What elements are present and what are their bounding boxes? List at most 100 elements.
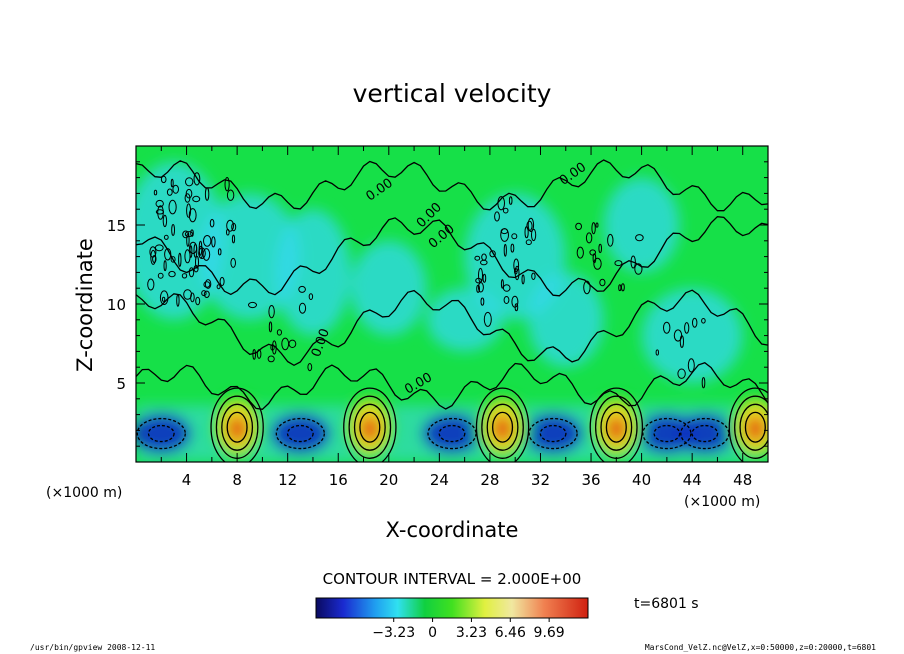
colorbar-tick-label: 6.46 bbox=[495, 625, 526, 641]
speckle-contour bbox=[663, 321, 671, 334]
updraft-contour bbox=[210, 387, 264, 462]
speckle-contour bbox=[217, 248, 222, 256]
speckle-contour bbox=[591, 222, 596, 235]
speckle-contour bbox=[513, 258, 520, 273]
speckle-contour bbox=[480, 259, 488, 266]
speckle-contour bbox=[204, 279, 212, 289]
speckle-contour bbox=[201, 290, 207, 297]
speckle-contour bbox=[585, 232, 593, 244]
x-unit-right: (×1000 m) bbox=[684, 494, 760, 510]
zero-contour bbox=[136, 289, 768, 367]
speckle-contour bbox=[593, 257, 602, 270]
x-tick-label: 44 bbox=[683, 471, 702, 489]
updraft-contour bbox=[343, 387, 397, 462]
speckle-contour bbox=[159, 290, 169, 306]
updraft-core bbox=[493, 415, 512, 442]
speckle-contour bbox=[252, 349, 256, 360]
speckle-contour bbox=[188, 208, 197, 223]
speckle-contour bbox=[230, 257, 236, 268]
speckle-contour bbox=[270, 344, 275, 351]
speckle-contour bbox=[186, 233, 190, 247]
speckle-contour bbox=[592, 253, 597, 264]
speckle-contour bbox=[701, 377, 706, 389]
updraft-contour bbox=[739, 403, 768, 451]
speckle-contour bbox=[267, 355, 275, 363]
speckle-contour bbox=[268, 321, 273, 333]
speckle-contour bbox=[494, 211, 500, 222]
speckle-contour bbox=[531, 228, 537, 242]
x-tick-label: 48 bbox=[733, 471, 752, 489]
updraft-contour bbox=[734, 395, 768, 459]
speckle-contour bbox=[231, 222, 237, 232]
x-tick-label: 28 bbox=[480, 471, 499, 489]
contour-interval: CONTOUR INTERVAL = 2.000E+00 bbox=[323, 570, 582, 588]
speckle-contour bbox=[298, 302, 307, 314]
speckle-contour bbox=[576, 246, 584, 259]
cool-region bbox=[351, 240, 427, 336]
downdraft-contour bbox=[642, 417, 692, 450]
speckle-contour bbox=[154, 244, 164, 252]
downdraft-contour bbox=[427, 417, 477, 450]
speckle-contour bbox=[182, 230, 190, 239]
speckle-contour bbox=[634, 263, 643, 275]
speckle-contour bbox=[157, 205, 164, 220]
downdraft-contour bbox=[438, 424, 466, 443]
speckle-contour bbox=[508, 196, 513, 205]
downdraft-contour bbox=[286, 424, 314, 443]
speckle-contour bbox=[503, 296, 510, 304]
speckle-contour bbox=[268, 305, 275, 319]
cool-region bbox=[136, 161, 225, 320]
updraft-contour bbox=[600, 403, 633, 451]
speckle-contour bbox=[474, 255, 481, 261]
downdraft-cell bbox=[270, 413, 331, 454]
zero-contour bbox=[136, 361, 768, 410]
cool-region bbox=[641, 288, 743, 383]
speckle-contour bbox=[163, 260, 167, 272]
colorbar bbox=[315, 597, 589, 619]
updraft-contour bbox=[486, 403, 519, 451]
speckle-contour bbox=[276, 329, 282, 336]
speckle-contour bbox=[157, 272, 164, 279]
updraft-contour bbox=[481, 395, 524, 459]
x-tick-label: 32 bbox=[531, 471, 550, 489]
speckle-contour bbox=[164, 248, 172, 261]
speckle-contour bbox=[307, 363, 313, 372]
speckle-contour bbox=[226, 219, 235, 232]
speckle-contour bbox=[589, 249, 597, 256]
y-tick-label: 5 bbox=[116, 375, 126, 393]
speckle-contour bbox=[193, 243, 198, 258]
speckle-contour bbox=[482, 273, 487, 283]
chart-title: vertical velocity bbox=[353, 79, 552, 108]
speckle-contour bbox=[527, 217, 535, 232]
speckle-contour bbox=[168, 199, 177, 215]
footer-right: MarsCond_VelZ.nc@VelZ,x=0:50000,z=0:2000… bbox=[645, 643, 876, 652]
speckle-contour bbox=[224, 177, 230, 192]
updraft-core bbox=[360, 415, 379, 442]
speckle-contour bbox=[480, 297, 485, 306]
speckle-contour bbox=[521, 274, 525, 285]
speckle-contour bbox=[195, 296, 201, 306]
x-tick-label: 24 bbox=[430, 471, 449, 489]
speckle-contour bbox=[256, 349, 262, 359]
speckle-contour bbox=[192, 195, 201, 203]
speckle-contour bbox=[160, 175, 167, 184]
speckle-contour bbox=[298, 285, 306, 293]
speckle-contour bbox=[193, 265, 199, 273]
x-tick-label: 36 bbox=[581, 471, 600, 489]
speckle-contour bbox=[630, 255, 636, 269]
speckle-contour bbox=[271, 340, 277, 355]
speckle-contour bbox=[677, 368, 686, 379]
speckle-contour bbox=[181, 273, 188, 279]
downdraft-cell bbox=[523, 413, 584, 454]
x-tick-label: 40 bbox=[632, 471, 651, 489]
speckle-contour bbox=[502, 284, 511, 292]
downdraft-cell bbox=[422, 413, 482, 454]
speckle-contour bbox=[503, 243, 507, 257]
downdraft-cell bbox=[674, 413, 735, 454]
speckle-contour bbox=[153, 189, 158, 196]
cool-region bbox=[603, 177, 680, 273]
updraft-contour bbox=[492, 411, 514, 443]
speckle-contour bbox=[673, 329, 683, 342]
speckle-contour bbox=[189, 241, 198, 254]
downdraft-contour bbox=[275, 417, 325, 450]
